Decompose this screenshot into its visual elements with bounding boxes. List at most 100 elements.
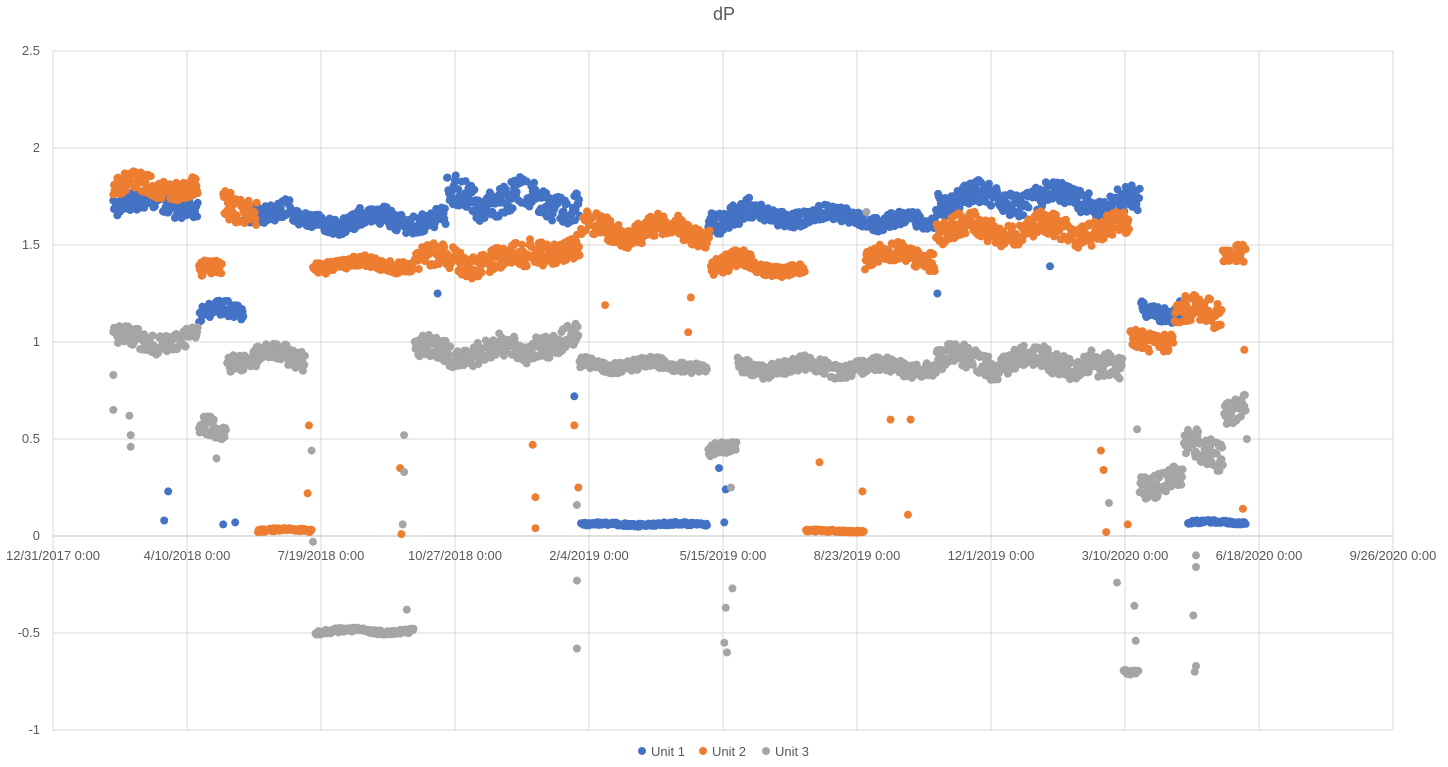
data-point [276,203,285,212]
data-point [1125,225,1133,234]
data-point [725,265,733,274]
data-point-outlier [164,487,173,496]
x-tick-label: 8/23/2019 0:00 [814,548,901,563]
data-point [1118,354,1127,363]
y-tick-label: 1 [33,334,40,349]
data-point [226,188,235,197]
data-point [1135,184,1144,193]
y-tick-label: -1 [28,722,40,737]
data-point [512,188,521,196]
data-point [441,220,450,228]
data-point [1099,234,1108,243]
data-point [285,196,294,205]
x-tick-label: 12/1/2019 0:00 [948,548,1035,563]
data-point-outlier [433,289,442,298]
data-point [1141,473,1150,482]
x-tick-label: 12/31/2017 0:00 [6,548,100,563]
data-point [1115,374,1124,383]
data-point [250,208,259,217]
data-point [732,438,741,447]
data-point [1161,487,1170,496]
data-point [239,312,248,321]
data-point [252,220,260,229]
data-point-outlier [528,440,537,449]
data-point [193,212,202,221]
data-point [704,233,713,242]
data-point-outlier [1096,446,1105,455]
x-tick-label: 2/4/2019 0:00 [549,548,629,563]
data-point [541,258,550,267]
x-tick-label: 6/18/2020 0:00 [1216,548,1303,563]
data-point [961,229,970,238]
gridlines [52,50,1394,731]
data-point [1164,345,1173,354]
data-point-outlier [231,518,240,527]
data-points [109,167,1251,679]
data-point [575,251,584,260]
data-point [444,349,453,358]
data-point [614,221,623,229]
series-unit-2 [109,167,1250,539]
data-point [573,322,582,331]
data-point [1084,189,1093,198]
data-point [307,525,316,534]
data-point [454,185,463,194]
data-point [181,342,190,351]
data-point [431,241,440,250]
data-point [548,216,557,225]
data-point [217,269,226,278]
data-point [1019,341,1028,350]
data-point [1019,211,1028,220]
data-point-outlier [1123,520,1132,529]
data-point-outlier [570,421,579,430]
data-point-outlier [684,328,693,337]
plot-area [52,50,1394,731]
data-point [510,334,519,343]
data-point [414,265,423,273]
data-point [940,218,949,227]
data-point [245,200,254,209]
data-point [530,178,539,187]
y-tick-label: 0 [33,528,40,543]
data-point [987,201,995,210]
data-point [1087,241,1096,250]
data-point [575,242,583,251]
data-point-outlier [303,489,312,498]
data-point [757,200,766,209]
data-point-outlier [601,301,610,310]
data-point-outlier [574,483,583,492]
data-point [884,245,893,254]
data-point [1206,295,1215,304]
data-point [470,185,479,194]
data-point [1241,519,1250,528]
y-axis-ticks: 2.521.510.50-0.5-1 [18,43,40,737]
data-point-outlier [304,421,313,430]
data-point-outlier [390,217,399,226]
data-point [440,243,449,252]
data-point-outlier [906,415,915,424]
data-point-outlier [886,415,895,424]
data-point [575,195,583,204]
data-point-outlier [397,530,406,539]
x-tick-label: 5/15/2019 0:00 [680,548,767,563]
data-point [1169,338,1178,347]
data-point [1094,372,1103,381]
data-point [702,365,711,374]
data-point [193,189,202,198]
data-point [134,325,143,333]
x-axis-ticks: 12/31/2017 0:00 4/10/2018 0:00 7/19/2018 0… [6,548,1436,563]
data-point [562,199,571,208]
data-point [409,624,418,633]
data-point [984,352,993,361]
data-point-outlier [570,392,579,401]
data-point [209,415,218,424]
data-point-outlier [1046,262,1054,271]
series-unit-3 [109,208,1251,679]
data-point [800,267,809,276]
data-point [1117,361,1126,370]
data-point [1024,203,1033,212]
data-point [574,331,583,340]
data-point [993,375,1002,384]
x-tick-label: 9/26/2020 0:00 [1350,548,1437,563]
